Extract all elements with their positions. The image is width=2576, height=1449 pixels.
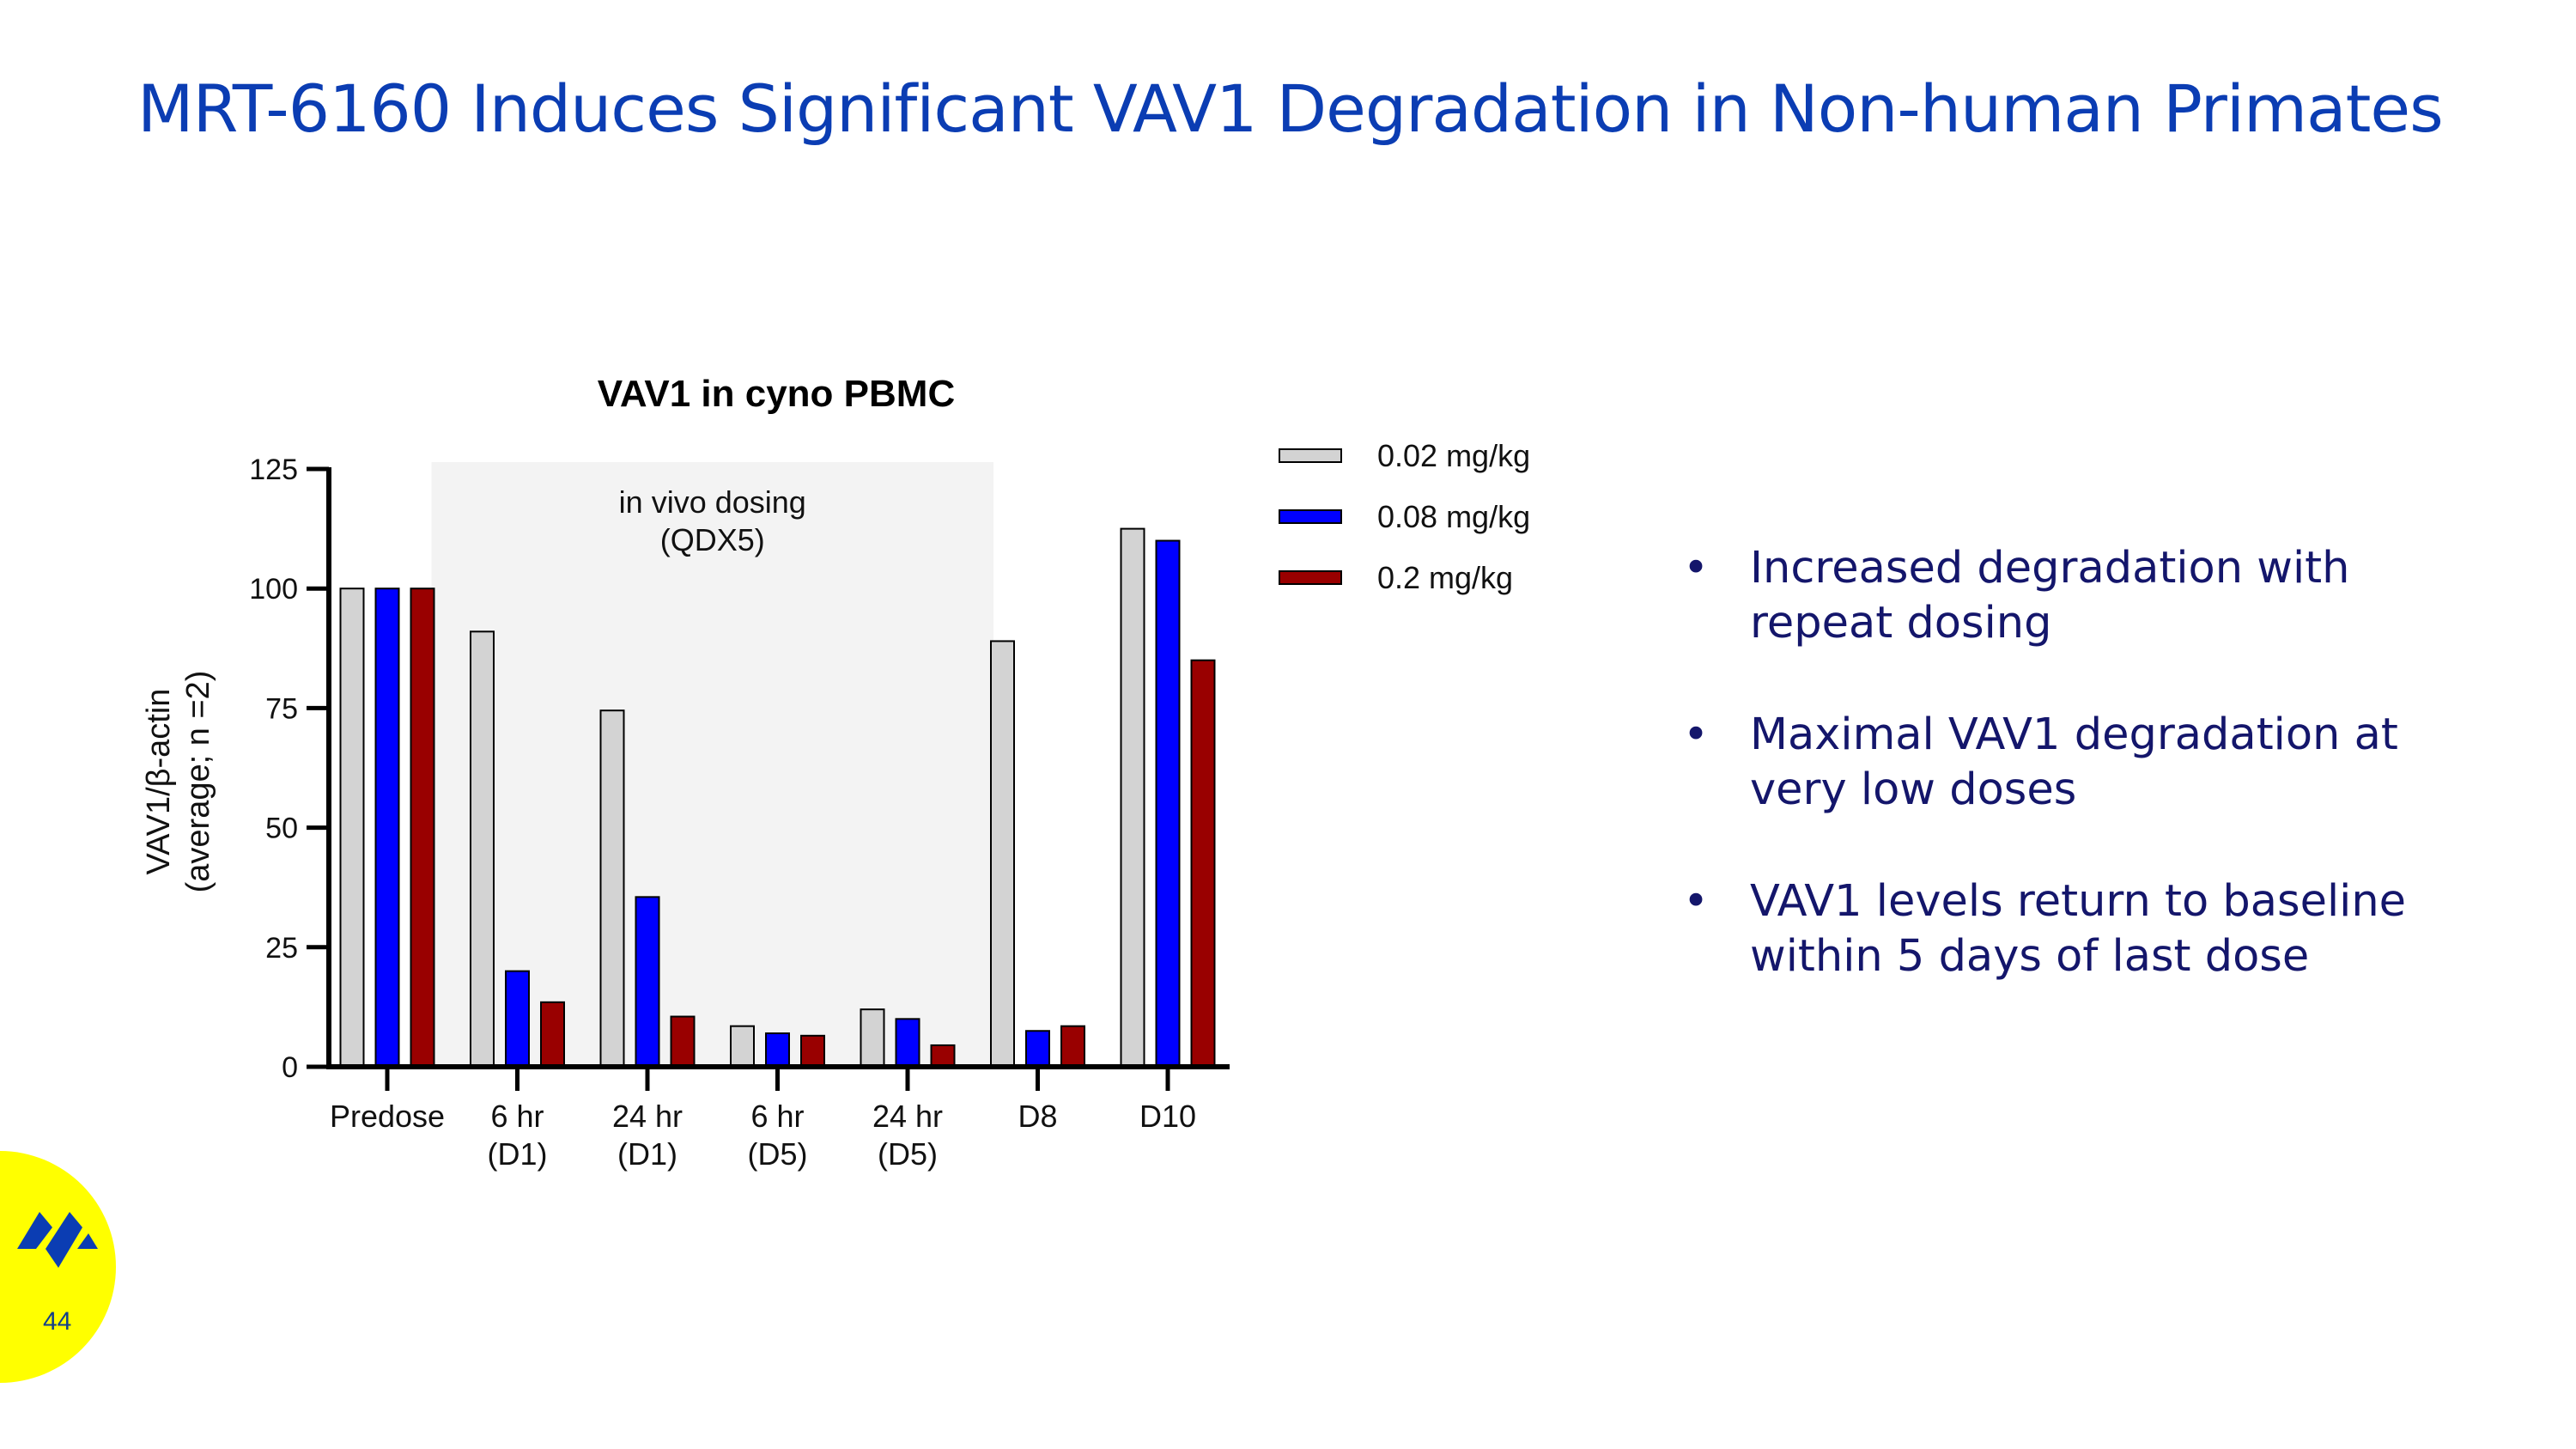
dosing-annotation: (QDX5): [660, 522, 765, 557]
slide-title: MRT-6160 Induces Significant VAV1 Degrad…: [137, 70, 2444, 147]
chart-title: VAV1 in cyno PBMC: [598, 373, 955, 415]
bar-0-2-mg-kg-5: [1060, 1025, 1085, 1068]
x-tick-label: D8: [1018, 1099, 1057, 1134]
bullet-text-line: VAV1 levels return to baseline: [1750, 876, 2407, 927]
y-tick-label: 50: [265, 813, 298, 845]
bullet-text-line: Increased degradation with: [1750, 543, 2350, 594]
bullet-dot-icon: •: [1683, 543, 1710, 594]
x-tick-label: 6 hr: [490, 1099, 544, 1134]
bar-0-08-mg-kg-5: [1025, 1030, 1050, 1068]
x-tick-label: (D5): [878, 1136, 938, 1172]
bar-0-02-mg-kg-4: [860, 1008, 885, 1068]
bar-0-02-mg-kg-1: [470, 630, 495, 1068]
x-tick-label: 24 hr: [612, 1099, 683, 1134]
bullet-dot-icon: •: [1683, 876, 1710, 927]
bullet-text-line: Maximal VAV1 degradation at: [1750, 709, 2398, 760]
bar-0-2-mg-kg-4: [930, 1044, 956, 1068]
bar-0-08-mg-kg-1: [505, 970, 530, 1068]
legend-label: 0.08 mg/kg: [1377, 499, 1530, 534]
y-axis-label: (average; n =2): [180, 671, 216, 893]
bullet-item: • VAV1 levels return to baseline within 5 …: [1683, 874, 2456, 984]
bar-0-2-mg-kg-6: [1190, 659, 1216, 1068]
bar-0-2-mg-kg-3: [800, 1034, 825, 1068]
bullet-dot-icon: •: [1683, 709, 1710, 760]
bar-0-08-mg-kg-3: [765, 1032, 790, 1068]
y-tick-label: 125: [249, 454, 298, 486]
page-number: 44: [43, 1307, 72, 1336]
bar-0-02-mg-kg-0: [339, 588, 365, 1068]
y-tick-label: 0: [282, 1051, 298, 1084]
x-tick-label: (D1): [488, 1136, 548, 1172]
bar-0-02-mg-kg-2: [599, 709, 625, 1068]
x-tick-label: (D5): [748, 1136, 808, 1172]
bar-0-08-mg-kg-6: [1155, 539, 1181, 1068]
legend-label: 0.02 mg/kg: [1377, 438, 1530, 473]
bar-0-08-mg-kg-4: [895, 1018, 920, 1068]
legend-swatch: [1279, 570, 1342, 585]
y-tick-label: 25: [265, 932, 298, 965]
x-tick-label: (D1): [617, 1136, 677, 1172]
bar-0-08-mg-kg-0: [374, 588, 400, 1068]
bullet-item: • Increased degradation with repeat dosing: [1683, 541, 2456, 651]
bar-0-2-mg-kg-1: [540, 1001, 565, 1068]
y-axis-label: VAV1/β-actin: [141, 689, 177, 875]
bullet-item: • Maximal VAV1 degradation at very low dos…: [1683, 708, 2456, 818]
legend-swatch: [1279, 509, 1342, 524]
bullet-text-line: repeat dosing: [1750, 598, 2052, 648]
bullet-list: • Increased degradation with repeat dosing…: [1683, 541, 2456, 1041]
legend-swatch: [1279, 448, 1342, 463]
x-tick-label: Predose: [330, 1099, 445, 1134]
bar-0-2-mg-kg-2: [670, 1015, 696, 1068]
bar-0-2-mg-kg-0: [410, 588, 435, 1068]
bullet-text-line: within 5 days of last dose: [1750, 931, 2310, 982]
y-tick-label: 100: [249, 573, 298, 606]
legend-label: 0.2 mg/kg: [1377, 560, 1513, 595]
bar-0-02-mg-kg-6: [1120, 527, 1145, 1068]
x-tick-label: 24 hr: [872, 1099, 943, 1134]
dosing-annotation: in vivo dosing: [619, 484, 806, 520]
bar-0-08-mg-kg-2: [635, 896, 660, 1068]
bar-0-02-mg-kg-3: [730, 1025, 755, 1068]
x-tick-label: D10: [1139, 1099, 1196, 1134]
y-tick-label: 75: [265, 692, 298, 725]
bar-0-02-mg-kg-5: [990, 640, 1015, 1068]
bullet-text-line: very low doses: [1750, 764, 2077, 815]
x-tick-label: 6 hr: [750, 1099, 804, 1134]
dosing-period-shade: [431, 462, 993, 1067]
company-logo-icon: [17, 1212, 98, 1268]
